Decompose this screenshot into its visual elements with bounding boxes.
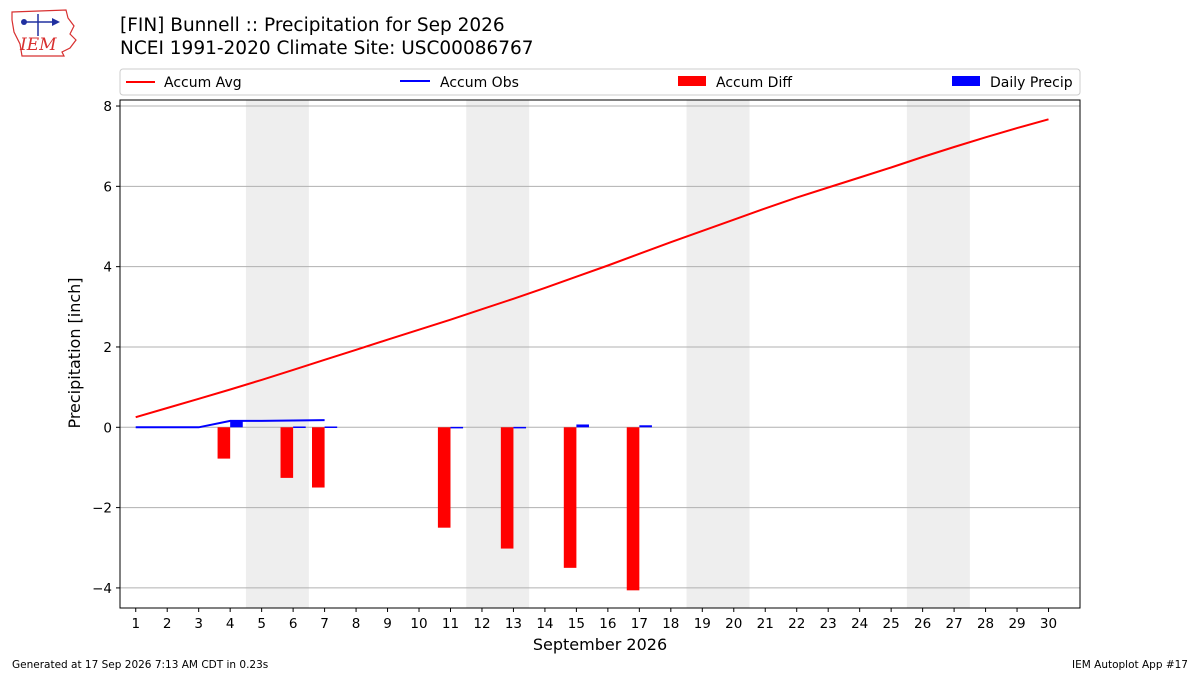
- x-tick-label: 7: [320, 616, 329, 632]
- weekend-band: [686, 100, 750, 608]
- accum-diff-bar: [626, 427, 640, 591]
- x-tick-label: 30: [1040, 616, 1057, 632]
- y-tick-label: −2: [92, 501, 112, 517]
- daily-precip-bar: [230, 421, 243, 428]
- y-tick-label: 8: [103, 99, 112, 115]
- x-tick-label: 27: [946, 616, 963, 632]
- accum-lines: [135, 118, 1049, 429]
- x-tick-label: 9: [383, 616, 392, 632]
- chart-subtitle: NCEI 1991-2020 Climate Site: USC00086767: [120, 38, 534, 59]
- legend-swatch-daily-precip: [952, 76, 980, 86]
- x-axis-ticks: 1 2 3 4 5 6 7 8 9 10 11 12 13 14 15 16 17 18 19 20 21 22 23 24 2…: [131, 608, 1057, 632]
- y-axis-ticks: −4 −2 0 2 4 6 8: [92, 99, 120, 597]
- logo-text: IEM: [19, 35, 57, 55]
- legend-label-accum-avg: Accum Avg: [164, 75, 242, 91]
- legend-label-accum-diff: Accum Diff: [716, 75, 792, 91]
- x-tick-label: 19: [694, 616, 711, 632]
- generated-timestamp: Generated at 17 Sep 2026 7:13 AM CDT in …: [12, 659, 268, 671]
- x-tick-label: 10: [410, 616, 427, 632]
- weekend-band: [245, 100, 309, 608]
- y-axis-label: Precipitation [inch]: [65, 277, 84, 428]
- y-tick-label: −4: [92, 581, 112, 597]
- x-tick-label: 21: [757, 616, 774, 632]
- x-tick-label: 15: [568, 616, 585, 632]
- x-tick-label: 13: [505, 616, 522, 632]
- accum-diff-bar: [437, 427, 451, 528]
- x-tick-label: 26: [914, 616, 931, 632]
- legend: Accum Avg Accum Obs Accum Diff Daily Pre…: [119, 68, 1081, 96]
- plot-frame: [119, 99, 1081, 609]
- daily-precip-bar: [450, 426, 464, 429]
- y-tick-label: 0: [103, 420, 112, 436]
- accum-obs-line: [135, 419, 325, 429]
- x-tick-label: 11: [442, 616, 459, 632]
- x-tick-label: 1: [131, 616, 140, 632]
- x-axis-label: September 2026: [533, 635, 667, 654]
- daily-precip-bar: [576, 424, 589, 428]
- y-tick-label: 6: [103, 179, 112, 195]
- x-tick-label: 28: [977, 616, 994, 632]
- x-tick-label: 20: [725, 616, 742, 632]
- y-tick-label: 4: [103, 260, 112, 276]
- y-tick-label: 2: [103, 340, 112, 356]
- legend-frame: [119, 68, 1081, 96]
- weekend-band: [466, 100, 530, 608]
- daily-precip-bar: [639, 425, 652, 428]
- daily-precip-bar: [324, 426, 338, 428]
- x-tick-label: 4: [226, 616, 235, 632]
- bars: [217, 421, 652, 591]
- y-gridlines: [120, 105, 1080, 589]
- x-tick-label: 29: [1008, 616, 1025, 632]
- x-tick-label: 3: [194, 616, 203, 632]
- x-tick-label: 17: [631, 616, 648, 632]
- chart-title: [FIN] Bunnell :: Precipitation for Sep 2…: [120, 15, 505, 36]
- accum-avg-line: [135, 118, 1049, 419]
- x-tick-label: 5: [257, 616, 266, 632]
- weekend-bands: [245, 100, 970, 608]
- daily-precip-bar: [293, 426, 306, 428]
- x-tick-label: 18: [662, 616, 679, 632]
- legend-swatch-accum-diff: [678, 76, 706, 86]
- accum-diff-bar: [217, 427, 231, 459]
- x-tick-label: 16: [599, 616, 616, 632]
- accum-diff-bar: [280, 427, 294, 478]
- weekend-band: [906, 100, 970, 608]
- legend-label-accum-obs: Accum Obs: [440, 75, 519, 91]
- x-tick-label: 25: [883, 616, 900, 632]
- x-tick-label: 24: [851, 616, 868, 632]
- x-tick-label: 12: [473, 616, 490, 632]
- accum-diff-bar: [312, 427, 325, 488]
- x-tick-label: 14: [536, 616, 553, 632]
- x-tick-label: 22: [788, 616, 805, 632]
- legend-label-daily-precip: Daily Precip: [990, 75, 1073, 91]
- iem-logo: IEM: [11, 9, 77, 57]
- x-tick-label: 2: [163, 616, 172, 632]
- x-tick-label: 23: [820, 616, 837, 632]
- x-tick-label: 8: [352, 616, 361, 632]
- daily-precip-bar: [513, 426, 527, 429]
- accum-diff-bar: [500, 427, 514, 549]
- app-credit: IEM Autoplot App #17: [1072, 659, 1188, 671]
- accum-diff-bar: [563, 427, 577, 568]
- x-tick-label: 6: [289, 616, 298, 632]
